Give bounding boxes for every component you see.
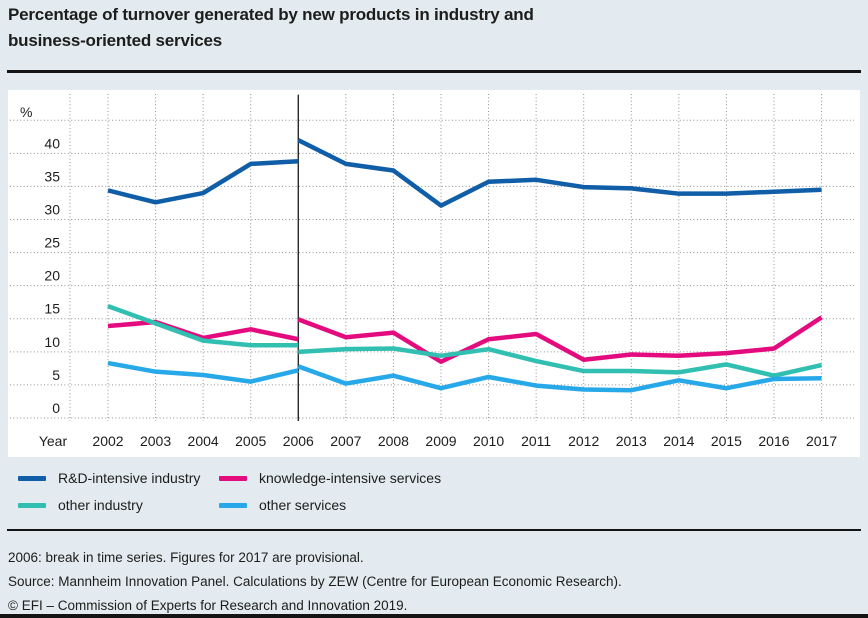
legend-swatch-other-services (219, 502, 247, 508)
series-line-r-d-intensive-industry (297, 138, 822, 208)
year-label: 2006 (283, 433, 314, 449)
y-tick-label: 10 (44, 334, 60, 350)
page-title-line1: Percentage of turnover generated by new … (8, 5, 534, 24)
chart-panel: 40 35 30 25 20 15 10 5 0% Year 2002 2003 2004 2005 200… (8, 90, 860, 457)
series-line-other-services (297, 364, 822, 393)
series-line-other-industry (298, 346, 823, 378)
year-label: 2017 (806, 433, 837, 449)
legend: R&D-intensive industry knowledge-intensi… (18, 469, 441, 514)
y-axis-unit-label: % (20, 104, 32, 120)
note-break-in-series: 2006: break in time series. Figures for … (8, 550, 364, 565)
year-label: 2003 (140, 433, 171, 449)
y-tick-label: 35 (44, 168, 60, 184)
year-label: 2007 (330, 433, 361, 449)
y-tick-label: 40 (44, 135, 60, 151)
series-line-knowledge-intensive-services (297, 315, 823, 365)
series-line-other-industry (107, 304, 299, 348)
year-label: 2010 (473, 433, 504, 449)
note-source: Source: Mannheim Innovation Panel. Calcu… (8, 574, 622, 589)
note-copyright: © EFI – Commission of Experts for Resear… (8, 598, 408, 613)
legend-item-other-services: other services (219, 496, 441, 514)
year-label: 2011 (521, 433, 551, 449)
legend-item-rd-intensive-industry: R&D-intensive industry (18, 469, 219, 487)
page-title: Percentage of turnover generated by new … (8, 2, 534, 54)
legend-label: other services (259, 497, 347, 513)
y-tick-label: 5 (52, 367, 60, 383)
title-rule (7, 70, 861, 73)
legend-label: knowledge-intensive services (259, 470, 442, 486)
legend-label: R&D-intensive industry (58, 470, 201, 486)
year-label: 2008 (378, 433, 409, 449)
year-label: 2013 (616, 433, 647, 449)
year-label: 2015 (711, 433, 742, 449)
page-title-line2: business-oriented services (8, 31, 223, 50)
y-tick-label: 30 (44, 201, 60, 217)
footer-rule (7, 529, 861, 531)
bottom-bar (0, 614, 868, 618)
x-axis-title: Year (39, 433, 68, 449)
y-tick-label: 20 (44, 268, 60, 284)
legend-swatch-rd-intensive-industry (18, 475, 46, 481)
year-label: 2009 (425, 433, 456, 449)
year-label: 2016 (758, 433, 789, 449)
legend-item-other-industry: other industry (18, 496, 219, 514)
y-tick-label: 0 (52, 400, 60, 416)
year-label: 2014 (663, 433, 694, 449)
year-label: 2005 (235, 433, 266, 449)
series-line-r-d-intensive-industry (107, 159, 299, 205)
year-label: 2002 (92, 433, 123, 449)
series-line-other-services (107, 360, 299, 384)
legend-item-knowledge-intensive-services: knowledge-intensive services (219, 469, 441, 487)
legend-label: other industry (58, 497, 143, 513)
series-line-knowledge-intensive-services (107, 319, 299, 342)
y-tick-label: 25 (44, 235, 60, 251)
legend-swatch-knowledge-intensive-services (219, 475, 247, 481)
footnotes: 2006: break in time series. Figures for … (8, 546, 622, 618)
year-label: 2012 (568, 433, 599, 449)
year-label: 2004 (188, 433, 219, 449)
y-tick-label: 15 (44, 301, 60, 317)
legend-swatch-other-industry (18, 502, 46, 508)
